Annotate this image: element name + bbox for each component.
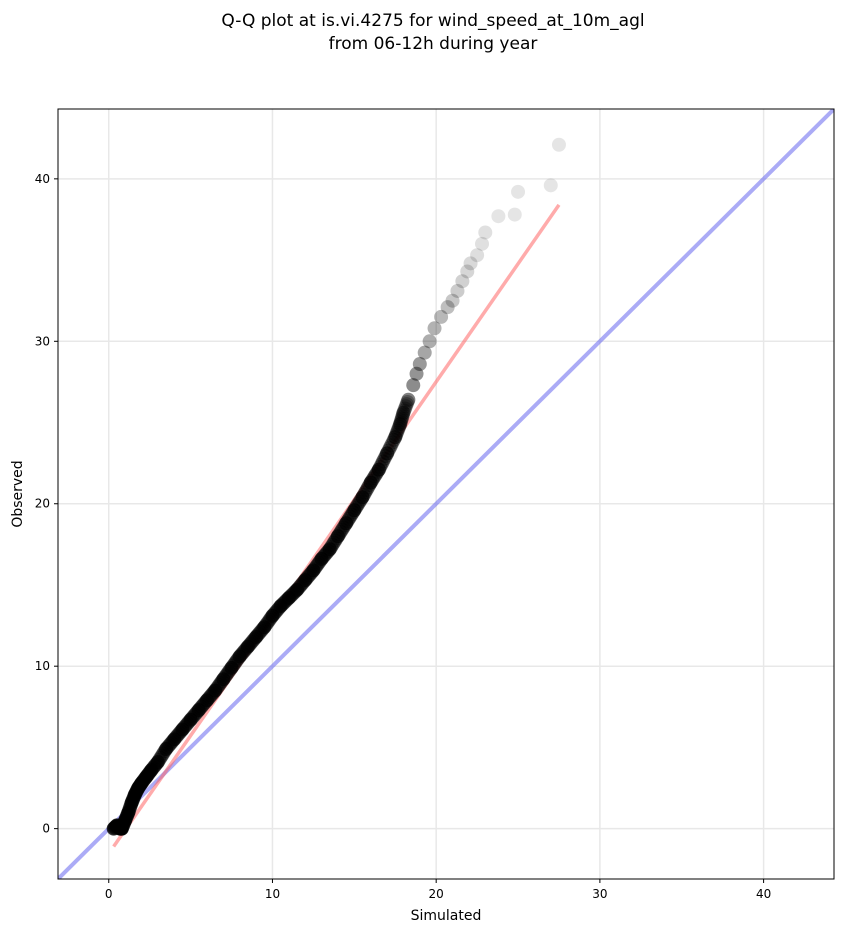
data-point [175, 722, 190, 737]
data-point [422, 334, 437, 349]
x-axis-ticks: 0 10 20 30 40 [105, 879, 771, 901]
x-tick-label: 0 [105, 887, 113, 901]
x-axis-label: Simulated [411, 908, 482, 924]
data-point [290, 582, 305, 597]
y-tick-label: 30 [35, 334, 50, 348]
data-point [216, 672, 231, 687]
data-point [397, 403, 412, 418]
data-point [363, 475, 378, 490]
x-tick-label: 20 [429, 887, 444, 901]
reference-lines [58, 109, 834, 879]
data-point [388, 430, 403, 445]
data-point [365, 473, 380, 488]
data-point [199, 693, 214, 708]
data-point [491, 209, 506, 224]
data-point [340, 514, 355, 529]
data-point [232, 649, 247, 664]
data-point [475, 236, 490, 251]
data-point [330, 529, 345, 544]
data-point [306, 563, 321, 578]
x-tick-label: 30 [592, 887, 607, 901]
y-tick-label: 0 [42, 822, 50, 836]
data-point [406, 378, 421, 393]
data-point [427, 321, 442, 336]
data-point [183, 712, 198, 727]
data-point [332, 527, 347, 542]
data-point [460, 264, 475, 279]
data-point [478, 225, 493, 240]
data-point [381, 443, 396, 458]
y-axis-ticks: 0 10 20 30 40 [35, 172, 58, 836]
data-point [401, 392, 416, 407]
data-point [507, 207, 522, 222]
data-point [374, 457, 389, 472]
data-point [382, 440, 397, 455]
data-point [240, 639, 255, 654]
data-point [440, 300, 455, 315]
data-point [356, 487, 371, 502]
data-point [347, 503, 362, 518]
data-point [355, 490, 370, 505]
identity-line [58, 109, 834, 879]
data-point [150, 755, 165, 770]
x-tick-label: 10 [265, 887, 280, 901]
fit-line [112, 203, 561, 848]
data-point [409, 366, 424, 381]
data-point [434, 309, 449, 324]
data-point [314, 551, 329, 566]
data-point [455, 274, 470, 289]
data-point [373, 459, 388, 474]
data-point [322, 542, 337, 557]
data-point [191, 703, 206, 718]
y-gridlines [58, 178, 834, 830]
data-point [339, 516, 354, 531]
data-point [543, 178, 558, 193]
y-tick-label: 10 [35, 659, 50, 673]
data-point [463, 256, 478, 271]
data-point [152, 752, 167, 767]
y-axis-label: Observed [10, 460, 26, 527]
data-point [324, 540, 339, 555]
plot-area [57, 108, 835, 880]
data-point [389, 427, 404, 442]
data-point [551, 137, 566, 152]
data-point [511, 184, 526, 199]
chart-title-line-2: from 06-12h during year [329, 34, 538, 54]
data-point [257, 620, 272, 635]
data-point [396, 405, 411, 420]
data-point [445, 293, 460, 308]
data-point [167, 732, 182, 747]
y-tick-label: 20 [35, 497, 50, 511]
plot-frame [57, 108, 835, 880]
data-point [450, 283, 465, 298]
data-point [393, 417, 408, 432]
data-point [249, 629, 264, 644]
data-point [298, 573, 313, 588]
data-point [208, 683, 223, 698]
y-tick-label: 40 [35, 172, 50, 186]
data-point [470, 248, 485, 263]
chart-title-line-1: Q-Q plot at is.vi.4275 for wind_speed_at… [221, 11, 644, 31]
data-point [380, 446, 395, 461]
data-point [265, 608, 280, 623]
data-points [106, 137, 566, 836]
data-point [371, 462, 386, 477]
data-point [412, 357, 427, 372]
data-point [159, 742, 174, 757]
data-point [224, 660, 239, 675]
x-gridlines [108, 109, 765, 879]
data-point [417, 345, 432, 360]
data-point [348, 501, 363, 516]
x-tick-label: 40 [756, 887, 771, 901]
